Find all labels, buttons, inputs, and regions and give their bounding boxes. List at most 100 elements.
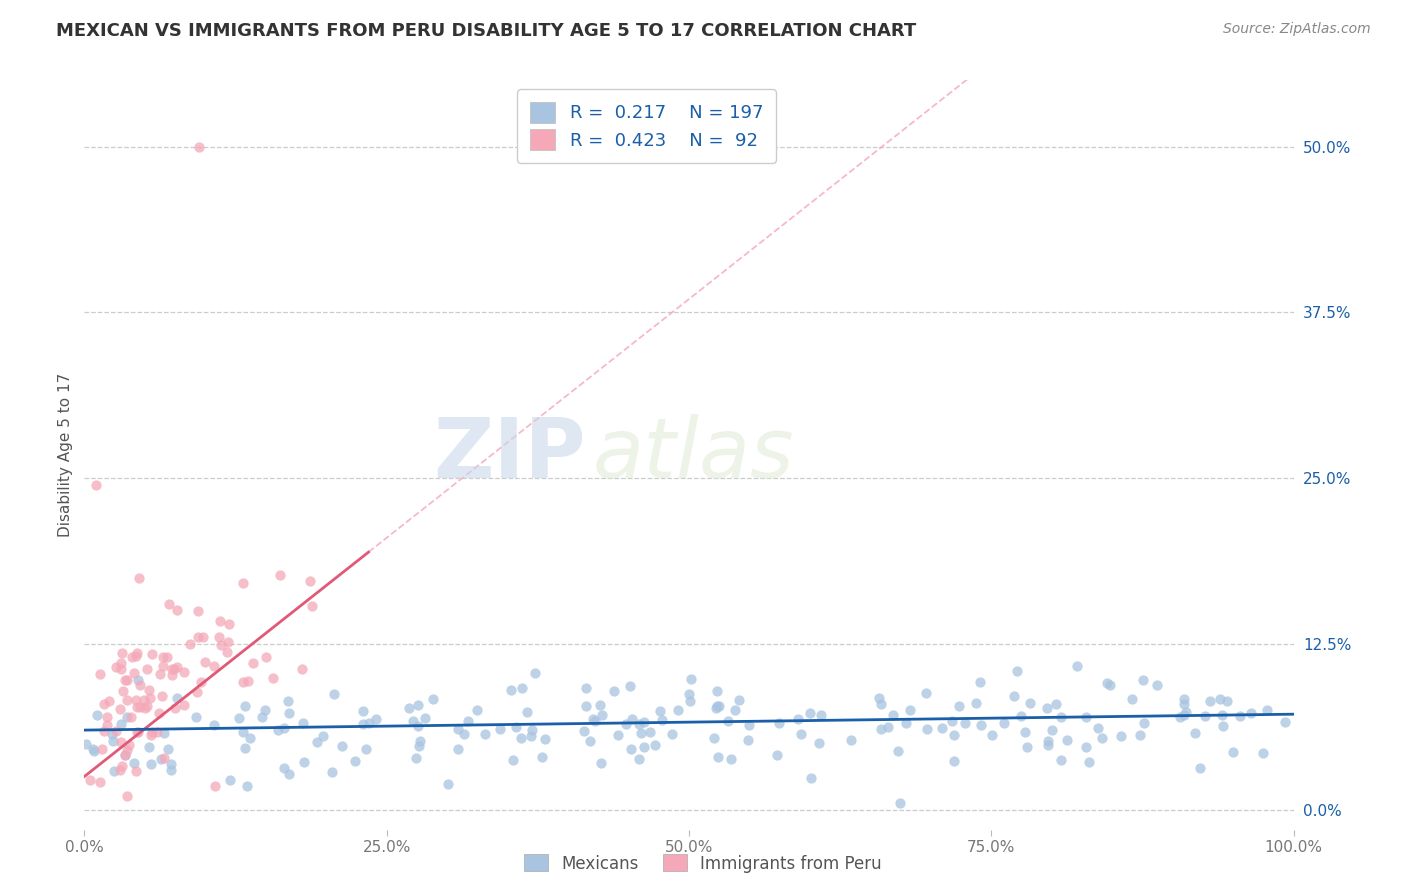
Point (915, 722, 938, 736)
Point (217, 635, 239, 649)
Point (1040, 723, 1063, 737)
Point (1099, 678, 1122, 692)
Point (163, 663, 186, 677)
Point (111, 684, 134, 698)
Text: ZIP: ZIP (433, 415, 586, 495)
Point (149, 666, 172, 681)
Point (523, 665, 546, 680)
Point (110, 662, 132, 676)
Point (232, 576, 254, 591)
Point (96, 710, 118, 724)
Point (291, 716, 314, 731)
Y-axis label: Disability Age 5 to 17: Disability Age 5 to 17 (58, 373, 73, 537)
Point (898, 703, 921, 717)
Point (965, 696, 987, 710)
Point (108, 763, 131, 777)
Point (1050, 710, 1073, 724)
Point (1019, 697, 1042, 711)
Point (583, 714, 606, 729)
Point (128, 571, 150, 585)
Point (301, 599, 323, 614)
Point (405, 751, 427, 765)
Point (1133, 716, 1156, 731)
Point (141, 724, 163, 739)
Point (187, 630, 209, 644)
Point (1109, 730, 1132, 744)
Point (644, 738, 666, 752)
Point (877, 720, 900, 734)
Point (1199, 694, 1222, 708)
Point (707, 750, 730, 764)
Point (436, 777, 458, 791)
Point (522, 723, 544, 738)
Point (233, 740, 256, 755)
Point (501, 682, 523, 697)
Point (607, 728, 630, 742)
Point (408, 734, 430, 748)
Point (269, 567, 291, 582)
Point (1173, 708, 1195, 723)
Point (219, 773, 242, 788)
Point (1222, 745, 1244, 759)
Point (648, 704, 671, 718)
Point (150, 752, 173, 766)
Point (262, 672, 284, 686)
Legend: R =  0.217    N = 197, R =  0.423    N =  92: R = 0.217 N = 197, R = 0.423 N = 92 (517, 89, 776, 162)
Point (188, 139, 211, 153)
Point (969, 674, 991, 689)
Point (738, 718, 761, 732)
Point (186, 685, 208, 699)
Point (1005, 665, 1028, 679)
Point (768, 716, 790, 731)
Point (894, 715, 917, 730)
Point (138, 682, 160, 697)
Point (572, 724, 595, 739)
Point (728, 693, 751, 707)
Point (105, 660, 128, 674)
Point (150, 689, 173, 703)
Point (103, 734, 125, 748)
Point (704, 701, 727, 715)
Point (89, 667, 111, 681)
Point (103, 764, 125, 778)
Point (1212, 719, 1234, 733)
Point (591, 707, 613, 722)
Point (1050, 753, 1073, 767)
Point (86, 477, 108, 491)
Point (152, 751, 174, 765)
Point (1132, 673, 1154, 688)
Point (1128, 728, 1150, 742)
Point (366, 712, 388, 726)
Point (277, 767, 299, 781)
Point (1229, 709, 1251, 723)
Point (157, 741, 180, 756)
Point (138, 740, 160, 755)
Point (474, 727, 496, 741)
Point (886, 744, 908, 758)
Point (242, 656, 264, 670)
Point (651, 713, 673, 727)
Point (1211, 708, 1233, 723)
Point (290, 662, 312, 676)
Point (799, 772, 821, 786)
Point (1121, 691, 1143, 706)
Point (162, 668, 184, 682)
Point (408, 719, 430, 733)
Point (841, 733, 863, 747)
Point (870, 698, 893, 712)
Point (627, 752, 650, 766)
Point (620, 741, 643, 756)
Point (603, 684, 626, 698)
Point (1045, 697, 1067, 711)
Point (82, 741, 104, 756)
Point (209, 638, 232, 652)
Point (457, 714, 479, 728)
Point (943, 729, 966, 743)
Point (661, 726, 683, 740)
Point (228, 711, 250, 725)
Legend: Mexicans, Immigrants from Peru: Mexicans, Immigrants from Peru (517, 847, 889, 880)
Point (218, 617, 240, 632)
Point (278, 706, 301, 721)
Point (160, 756, 183, 771)
Point (953, 715, 976, 730)
